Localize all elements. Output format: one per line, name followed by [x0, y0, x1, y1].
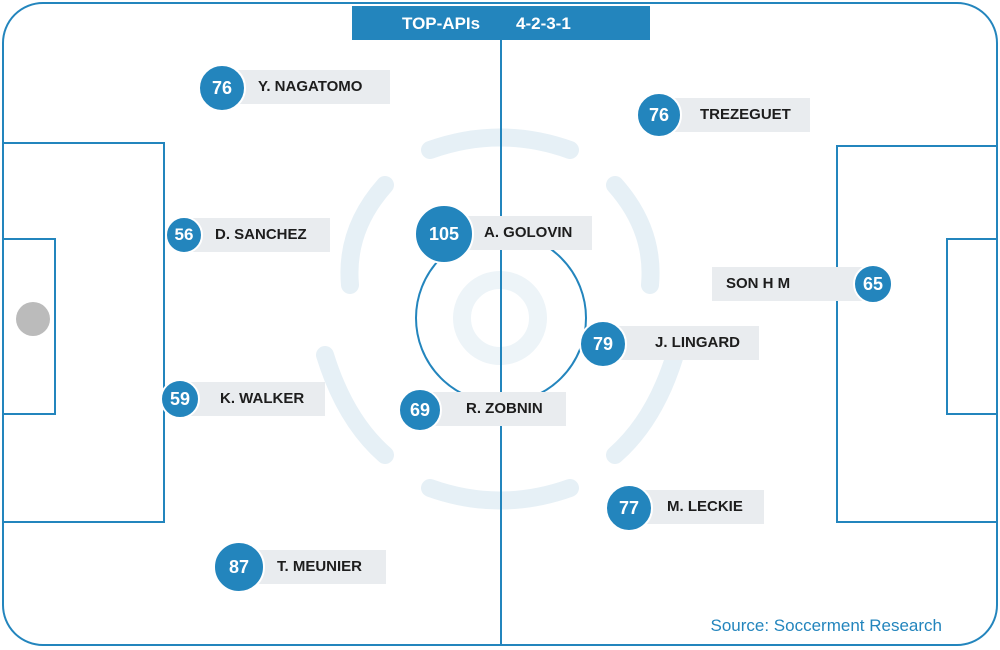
player-name: D. SANCHEZ [185, 218, 330, 252]
player-rating: 56 [165, 216, 203, 254]
player-rating: 76 [636, 92, 682, 138]
watermark-logo [316, 128, 684, 510]
source-credit: Source: Soccerment Research [710, 616, 943, 635]
player-name: A. GOLOVIN [454, 216, 592, 250]
player-name: K. WALKER [180, 382, 325, 416]
player-rating: 79 [579, 320, 627, 368]
player-rating: 65 [853, 264, 893, 304]
ball [16, 302, 50, 336]
player-rating: 105 [414, 204, 474, 264]
player-rating: 87 [213, 541, 265, 593]
player-rating: 59 [160, 379, 200, 419]
header-bar: TOP-APIs 4-2-3-1 [352, 6, 650, 40]
player-rating: 76 [198, 64, 246, 112]
player-rating: 69 [398, 388, 442, 432]
player-name: J. LINGARD [609, 326, 759, 360]
formation-label: 4-2-3-1 [516, 14, 571, 33]
player-name: M. LECKIE [635, 490, 764, 524]
team-title: TOP-APIs [402, 14, 481, 33]
player-name: SON H M [712, 267, 870, 301]
player-name: TREZEGUET [666, 98, 810, 132]
player-name: T. MEUNIER [243, 550, 386, 584]
player-rating: 77 [605, 484, 653, 532]
player-name: Y. NAGATOMO [228, 70, 390, 104]
player-name: R. ZOBNIN [428, 392, 566, 426]
